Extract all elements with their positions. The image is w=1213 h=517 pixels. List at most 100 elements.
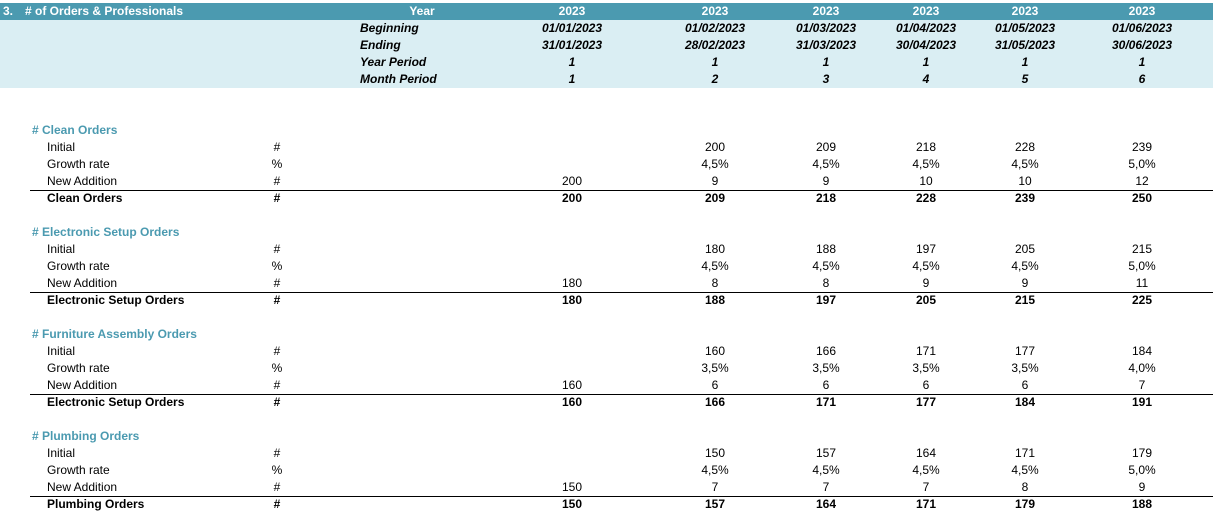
total-cell[interactable]: 171 bbox=[815, 395, 837, 409]
value-cell[interactable]: 4,5% bbox=[701, 157, 729, 171]
value-cell[interactable]: 7 bbox=[822, 480, 830, 494]
value-cell[interactable]: 4,5% bbox=[1011, 157, 1039, 171]
value-cell[interactable]: 150 bbox=[561, 480, 583, 494]
value-cell[interactable]: 9 bbox=[822, 174, 830, 188]
beginning-cell[interactable]: 01/05/2023 bbox=[994, 21, 1056, 35]
value-cell[interactable]: 4,5% bbox=[912, 157, 940, 171]
ending-cell[interactable]: 30/04/2023 bbox=[895, 38, 957, 52]
beginning-cell[interactable]: 01/02/2023 bbox=[684, 21, 746, 35]
year-cell[interactable]: 2023 bbox=[1128, 4, 1156, 18]
year-period-cell[interactable]: 1 bbox=[922, 55, 930, 69]
value-cell[interactable]: 184 bbox=[1131, 344, 1153, 358]
ending-cell[interactable]: 31/01/2023 bbox=[541, 38, 603, 52]
value-cell[interactable]: 7 bbox=[711, 480, 719, 494]
total-cell[interactable]: 205 bbox=[915, 293, 937, 307]
ending-cell[interactable]: 30/06/2023 bbox=[1111, 38, 1173, 52]
month-period-cell[interactable]: 3 bbox=[822, 72, 830, 86]
value-cell[interactable]: 6 bbox=[1021, 378, 1029, 392]
total-cell[interactable]: 164 bbox=[815, 497, 837, 511]
value-cell[interactable]: 171 bbox=[915, 344, 937, 358]
value-cell[interactable]: 200 bbox=[561, 174, 583, 188]
total-cell[interactable]: 218 bbox=[815, 191, 837, 205]
year-cell[interactable]: 2023 bbox=[812, 4, 840, 18]
value-cell[interactable]: 160 bbox=[704, 344, 726, 358]
value-cell[interactable]: 239 bbox=[1131, 140, 1153, 154]
month-period-cell[interactable]: 5 bbox=[1021, 72, 1029, 86]
year-period-cell[interactable]: 1 bbox=[822, 55, 830, 69]
year-period-cell[interactable]: 1 bbox=[711, 55, 719, 69]
value-cell[interactable]: 4,5% bbox=[912, 259, 940, 273]
value-cell[interactable]: 197 bbox=[915, 242, 937, 256]
value-cell[interactable]: 180 bbox=[704, 242, 726, 256]
value-cell[interactable]: 209 bbox=[815, 140, 837, 154]
value-cell[interactable]: 215 bbox=[1131, 242, 1153, 256]
value-cell[interactable]: 9 bbox=[711, 174, 719, 188]
value-cell[interactable]: 6 bbox=[922, 378, 930, 392]
total-cell[interactable]: 179 bbox=[1014, 497, 1036, 511]
value-cell[interactable]: 4,5% bbox=[701, 259, 729, 273]
total-cell[interactable]: 188 bbox=[704, 293, 726, 307]
value-cell[interactable]: 171 bbox=[1014, 446, 1036, 460]
value-cell[interactable]: 4,5% bbox=[701, 463, 729, 477]
total-cell[interactable]: 197 bbox=[815, 293, 837, 307]
value-cell[interactable]: 5,0% bbox=[1128, 157, 1156, 171]
ending-cell[interactable]: 28/02/2023 bbox=[684, 38, 746, 52]
month-period-cell[interactable]: 6 bbox=[1138, 72, 1146, 86]
value-cell[interactable]: 6 bbox=[822, 378, 830, 392]
beginning-cell[interactable]: 01/03/2023 bbox=[795, 21, 857, 35]
value-cell[interactable]: 8 bbox=[1021, 480, 1029, 494]
value-cell[interactable]: 7 bbox=[1138, 378, 1146, 392]
value-cell[interactable]: 5,0% bbox=[1128, 463, 1156, 477]
value-cell[interactable]: 150 bbox=[704, 446, 726, 460]
total-cell[interactable]: 215 bbox=[1014, 293, 1036, 307]
value-cell[interactable]: 164 bbox=[915, 446, 937, 460]
total-cell[interactable]: 209 bbox=[704, 191, 726, 205]
year-cell[interactable]: 2023 bbox=[558, 4, 586, 18]
total-cell[interactable]: 200 bbox=[561, 191, 583, 205]
month-period-cell[interactable]: 1 bbox=[568, 72, 576, 86]
value-cell[interactable]: 218 bbox=[915, 140, 937, 154]
value-cell[interactable]: 4,5% bbox=[812, 259, 840, 273]
ending-cell[interactable]: 31/05/2023 bbox=[994, 38, 1056, 52]
value-cell[interactable]: 10 bbox=[1018, 174, 1032, 188]
year-period-cell[interactable]: 1 bbox=[1021, 55, 1029, 69]
value-cell[interactable]: 200 bbox=[704, 140, 726, 154]
value-cell[interactable]: 3,5% bbox=[1011, 361, 1039, 375]
value-cell[interactable]: 188 bbox=[815, 242, 837, 256]
beginning-cell[interactable]: 01/04/2023 bbox=[895, 21, 957, 35]
value-cell[interactable]: 10 bbox=[919, 174, 933, 188]
total-cell[interactable]: 177 bbox=[915, 395, 937, 409]
total-cell[interactable]: 188 bbox=[1131, 497, 1153, 511]
total-cell[interactable]: 225 bbox=[1131, 293, 1153, 307]
value-cell[interactable]: 166 bbox=[815, 344, 837, 358]
value-cell[interactable]: 9 bbox=[1138, 480, 1146, 494]
value-cell[interactable]: 4,5% bbox=[812, 463, 840, 477]
month-period-cell[interactable]: 2 bbox=[711, 72, 719, 86]
value-cell[interactable]: 228 bbox=[1014, 140, 1036, 154]
value-cell[interactable]: 9 bbox=[1021, 276, 1029, 290]
value-cell[interactable]: 180 bbox=[561, 276, 583, 290]
value-cell[interactable]: 3,5% bbox=[812, 361, 840, 375]
total-cell[interactable]: 191 bbox=[1131, 395, 1153, 409]
value-cell[interactable]: 3,5% bbox=[912, 361, 940, 375]
value-cell[interactable]: 8 bbox=[822, 276, 830, 290]
value-cell[interactable]: 7 bbox=[922, 480, 930, 494]
value-cell[interactable]: 5,0% bbox=[1128, 259, 1156, 273]
value-cell[interactable]: 8 bbox=[711, 276, 719, 290]
value-cell[interactable]: 12 bbox=[1135, 174, 1149, 188]
total-cell[interactable]: 184 bbox=[1014, 395, 1036, 409]
year-cell[interactable]: 2023 bbox=[912, 4, 940, 18]
total-cell[interactable]: 180 bbox=[561, 293, 583, 307]
value-cell[interactable]: 4,0% bbox=[1128, 361, 1156, 375]
value-cell[interactable]: 11 bbox=[1135, 276, 1149, 290]
value-cell[interactable]: 205 bbox=[1014, 242, 1036, 256]
value-cell[interactable]: 4,5% bbox=[812, 157, 840, 171]
value-cell[interactable]: 4,5% bbox=[912, 463, 940, 477]
value-cell[interactable]: 4,5% bbox=[1011, 259, 1039, 273]
total-cell[interactable]: 157 bbox=[704, 497, 726, 511]
total-cell[interactable]: 239 bbox=[1014, 191, 1036, 205]
total-cell[interactable]: 228 bbox=[915, 191, 937, 205]
total-cell[interactable]: 160 bbox=[561, 395, 583, 409]
value-cell[interactable]: 160 bbox=[561, 378, 583, 392]
value-cell[interactable]: 177 bbox=[1014, 344, 1036, 358]
